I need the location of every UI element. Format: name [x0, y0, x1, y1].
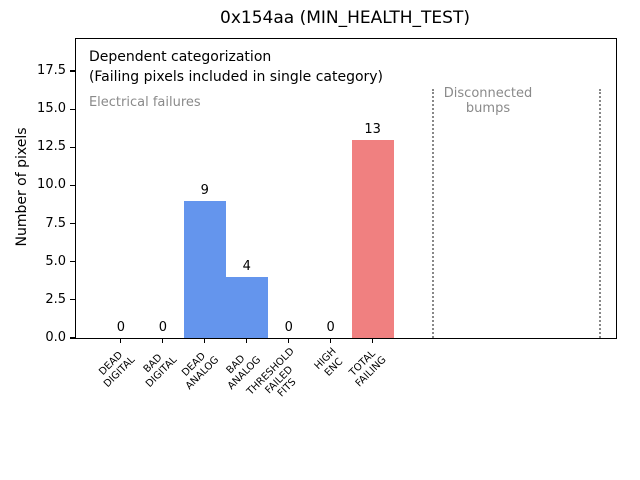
x-tick-mark [162, 339, 164, 343]
x-tick-mark [204, 339, 206, 343]
bar-value-label: 9 [200, 182, 209, 198]
plot-area: 0.0 2.5 5.0 7.5 10.0 12.5 15.0 17.5 0 DEAD DIGITA… [37, 38, 617, 399]
y-tick-label: 12.5 [37, 139, 66, 155]
bar-value-label: 0 [158, 320, 167, 335]
y-tick-label: 7.5 [45, 215, 66, 231]
bar-value-label: 0 [116, 320, 126, 335]
bar-value-label: 0 [326, 320, 335, 335]
y-tick-label: 17.5 [37, 63, 66, 79]
y-tick-mark [70, 261, 75, 263]
x-tick-mark [120, 339, 122, 343]
y-tick-mark [70, 108, 75, 110]
y-tick-mark [70, 337, 75, 339]
disconnected-bumps-label: Disconnected bumps [443, 85, 533, 116]
y-tick-mark [70, 184, 75, 187]
x-tick-mark [372, 339, 374, 343]
x-tick-label: HIGH ENC [312, 346, 345, 379]
x-tick-label: DEAD ANALOG [179, 350, 221, 392]
y-tick-mark [70, 70, 75, 72]
electrical-failures-label: Electrical failures [88, 95, 201, 111]
dependent-note: Dependent categorization (Failing pixels… [88, 48, 384, 85]
y-tick-label: 5.0 [45, 253, 66, 269]
bar [225, 276, 268, 338]
region-separator-dotted-line [432, 89, 435, 338]
x-tick-label: TOTAL FAILING [347, 348, 389, 390]
bar-value-label: 4 [242, 258, 251, 274]
y-tick-mark [70, 222, 75, 225]
x-tick-label: BAD DIGITAL [141, 352, 179, 390]
region-separator-dotted-line [599, 89, 602, 338]
y-tick-label: 15.0 [37, 101, 66, 117]
bar-value-label: 13 [364, 121, 381, 137]
bar-value-label: 0 [284, 320, 293, 335]
bar [351, 139, 394, 338]
x-tick-mark [246, 339, 248, 343]
y-tick-label: 10.0 [37, 177, 66, 193]
y-tick-mark [70, 146, 75, 148]
chart-title: 0x154aa (MIN_HEALTH_TEST) [220, 8, 470, 28]
y-tick-label: 2.5 [45, 291, 66, 307]
y-tick-mark [70, 299, 75, 301]
y-tick-label: 0.0 [45, 330, 66, 345]
x-tick-mark [330, 339, 332, 343]
x-tick-mark [288, 339, 290, 343]
x-tick-label: DEAD DIGITAL [96, 349, 137, 390]
bar [183, 200, 226, 338]
